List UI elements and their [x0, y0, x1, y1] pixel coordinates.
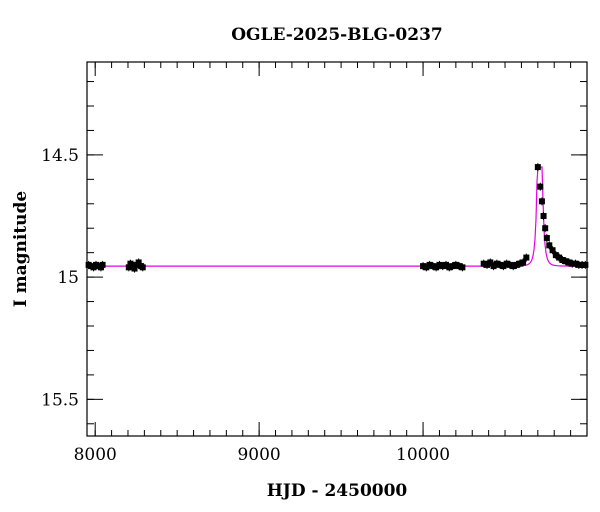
data-point: [523, 254, 530, 261]
x-tick-label: 9000: [237, 445, 280, 465]
data-point: [534, 164, 541, 171]
data-point: [540, 213, 547, 219]
data-point: [510, 263, 517, 270]
data-point: [129, 261, 136, 268]
y-axis-title: I magnitude: [11, 191, 31, 308]
data-point: [449, 263, 456, 270]
data-point: [500, 263, 507, 270]
model-curve: [87, 166, 587, 267]
data-point: [559, 257, 566, 263]
data-point: [546, 242, 553, 249]
data-point: [99, 261, 106, 268]
data-point: [459, 264, 466, 271]
data-point: [139, 264, 146, 271]
model-curve-group: [87, 166, 587, 267]
data-points-group: [85, 163, 589, 273]
data-point: [420, 263, 427, 270]
data-point: [456, 263, 463, 270]
data-point: [579, 261, 586, 268]
data-point: [484, 261, 490, 268]
data-point: [493, 260, 500, 267]
data-point: [503, 260, 510, 267]
data-point: [572, 260, 579, 267]
data-point: [552, 252, 559, 259]
data-point: [549, 247, 556, 254]
data-point: [439, 263, 446, 270]
data-point: [429, 263, 436, 270]
data-point: [513, 261, 520, 268]
data-point: [125, 264, 132, 271]
data-point: [520, 259, 527, 266]
data-point: [542, 225, 549, 232]
chart-title: OGLE-2025-BLG-0237: [231, 25, 443, 45]
data-point: [565, 259, 572, 266]
data-point: [562, 258, 569, 265]
data-point: [443, 261, 450, 268]
data-point: [423, 264, 430, 271]
x-tick-label: 8000: [74, 445, 117, 465]
data-point: [497, 261, 504, 268]
data-point: [436, 261, 443, 268]
data-point: [537, 183, 544, 190]
x-tick-label: 10000: [396, 445, 450, 465]
data-point: [135, 259, 142, 266]
x-axis-title: HJD - 2450000: [267, 481, 408, 501]
data-point: [426, 261, 433, 268]
data-point: [480, 260, 487, 267]
data-point: [556, 254, 563, 261]
data-point: [446, 264, 453, 271]
data-point: [490, 263, 497, 270]
plot-frame: [86, 61, 588, 437]
data-point: [516, 260, 523, 267]
data-point: [433, 264, 440, 271]
data-point: [543, 235, 550, 241]
data-point: [538, 198, 545, 205]
data-point: [506, 261, 513, 268]
data-point: [582, 261, 589, 268]
y-tick-label: 15: [57, 268, 79, 288]
data-point: [452, 261, 459, 268]
y-tick-label: 14.5: [41, 146, 79, 166]
data-point: [575, 261, 582, 268]
data-point: [131, 265, 138, 272]
data-point: [487, 259, 494, 266]
data-point: [569, 260, 576, 267]
y-tick-label: 15.5: [41, 390, 79, 410]
